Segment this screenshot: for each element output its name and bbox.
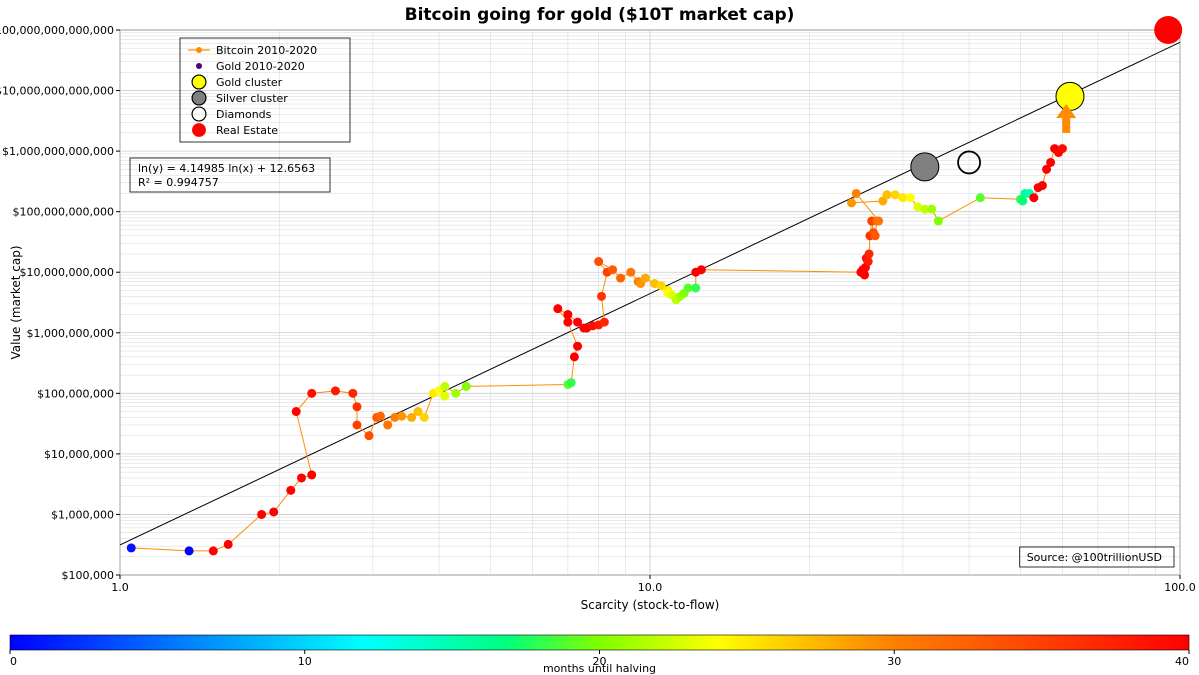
bitcoin-point: [269, 507, 278, 516]
source-text: Source: @100trillionUSD: [1027, 551, 1162, 564]
gold-cluster: [1056, 82, 1084, 110]
bitcoin-point: [292, 407, 301, 416]
ytick-label: $1,000,000,000: [27, 327, 114, 340]
bitcoin-point: [864, 257, 873, 266]
cbar-tick-label: 40: [1175, 655, 1189, 668]
cbar-tick-label: 0: [10, 655, 17, 668]
colorbar-label: months until halving: [543, 662, 656, 675]
x-axis-label: Scarcity (stock-to-flow): [581, 598, 720, 612]
ytick-label: $10,000,000,000: [20, 266, 114, 279]
legend-swatch: [192, 91, 206, 105]
legend-label: Gold 2010-2020: [216, 60, 305, 73]
bitcoin-point: [462, 382, 471, 391]
bitcoin-point: [1046, 158, 1055, 167]
bitcoin-point: [871, 231, 880, 240]
colorbar: [10, 635, 1189, 650]
bitcoin-point: [224, 540, 233, 549]
bitcoin-point: [397, 412, 406, 421]
chart-svg: Bitcoin going for gold ($10T market cap)…: [0, 0, 1199, 675]
chart-title: Bitcoin going for gold ($10T market cap): [405, 5, 795, 25]
bitcoin-point: [567, 378, 576, 387]
bitcoin-point: [684, 283, 693, 292]
bitcoin-point: [383, 420, 392, 429]
bitcoin-point: [127, 543, 136, 552]
ytick-label: $10,000,000: [44, 448, 114, 461]
bitcoin-point: [1058, 144, 1067, 153]
bitcoin-point: [440, 382, 449, 391]
cbar-tick-label: 10: [298, 655, 312, 668]
bitcoin-point: [573, 342, 582, 351]
bitcoin-point: [882, 190, 891, 199]
bitcoin-point: [906, 193, 915, 202]
bitcoin-point: [352, 420, 361, 429]
bitcoin-point: [865, 249, 874, 258]
legend-swatch: [192, 123, 206, 137]
bitcoin-point: [847, 198, 856, 207]
legend-label: Bitcoin 2010-2020: [216, 44, 317, 57]
bitcoin-point: [597, 292, 606, 301]
bitcoin-point: [976, 193, 985, 202]
bitcoin-point: [451, 389, 460, 398]
bitcoin-point: [331, 386, 340, 395]
bitcoin-point: [297, 473, 306, 482]
legend-label: Real Estate: [216, 124, 278, 137]
real-estate: [1154, 16, 1182, 44]
legend-label: Gold cluster: [216, 76, 283, 89]
formula-line1: ln(y) = 4.14985 ln(x) + 12.6563: [138, 162, 315, 175]
bitcoin-point: [420, 413, 429, 422]
bitcoin-point: [348, 389, 357, 398]
legend-swatch: [192, 75, 206, 89]
ytick-label: $100,000,000,000,000: [0, 24, 114, 37]
formula-line2: R² = 0.994757: [138, 176, 219, 189]
ytick-label: $1,000,000: [51, 508, 114, 521]
bitcoin-point: [1038, 181, 1047, 190]
bitcoin-point: [563, 310, 572, 319]
bitcoin-point: [594, 257, 603, 266]
bitcoin-point: [307, 470, 316, 479]
bitcoin-point: [440, 392, 449, 401]
legend-swatch: [196, 63, 202, 69]
bitcoin-point: [852, 189, 861, 198]
bitcoin-point: [641, 274, 650, 283]
bitcoin-point: [608, 265, 617, 274]
bitcoin-point: [286, 486, 295, 495]
legend-label: Silver cluster: [216, 92, 288, 105]
bitcoin-point: [697, 265, 706, 274]
xtick-label: 10.0: [638, 581, 663, 594]
silver-cluster: [911, 153, 939, 181]
bitcoin-point: [616, 274, 625, 283]
bitcoin-point: [365, 431, 374, 440]
bitcoin-point: [626, 268, 635, 277]
xtick-label: 1.0: [111, 581, 129, 594]
bitcoin-point: [1029, 193, 1038, 202]
xtick-label: 100.0: [1164, 581, 1196, 594]
y-axis-label: Value (market cap): [9, 245, 23, 359]
bitcoin-point: [874, 217, 883, 226]
cbar-tick-label: 30: [887, 655, 901, 668]
bitcoin-point: [927, 205, 936, 214]
legend-swatch: [196, 47, 202, 53]
bitcoin-point: [600, 318, 609, 327]
legend-label: Diamonds: [216, 108, 272, 121]
bitcoin-point: [376, 412, 385, 421]
ytick-label: $10,000,000,000,000: [0, 85, 114, 98]
bitcoin-point: [209, 546, 218, 555]
ytick-label: $100,000: [62, 569, 115, 582]
bitcoin-point: [352, 402, 361, 411]
ytick-label: $100,000,000: [37, 387, 114, 400]
bitcoin-point: [570, 352, 579, 361]
bitcoin-point: [185, 546, 194, 555]
bitcoin-point: [891, 190, 900, 199]
bitcoin-point: [860, 270, 869, 279]
bitcoin-point: [691, 283, 700, 292]
ytick-label: $1,000,000,000,000: [2, 145, 114, 158]
bitcoin-point: [553, 304, 562, 313]
bitcoin-point: [307, 389, 316, 398]
bitcoin-point: [1018, 197, 1027, 206]
chart-container: Bitcoin going for gold ($10T market cap)…: [0, 0, 1199, 675]
bitcoin-point: [257, 510, 266, 519]
ytick-label: $100,000,000,000: [13, 206, 114, 219]
bitcoin-point: [934, 217, 943, 226]
